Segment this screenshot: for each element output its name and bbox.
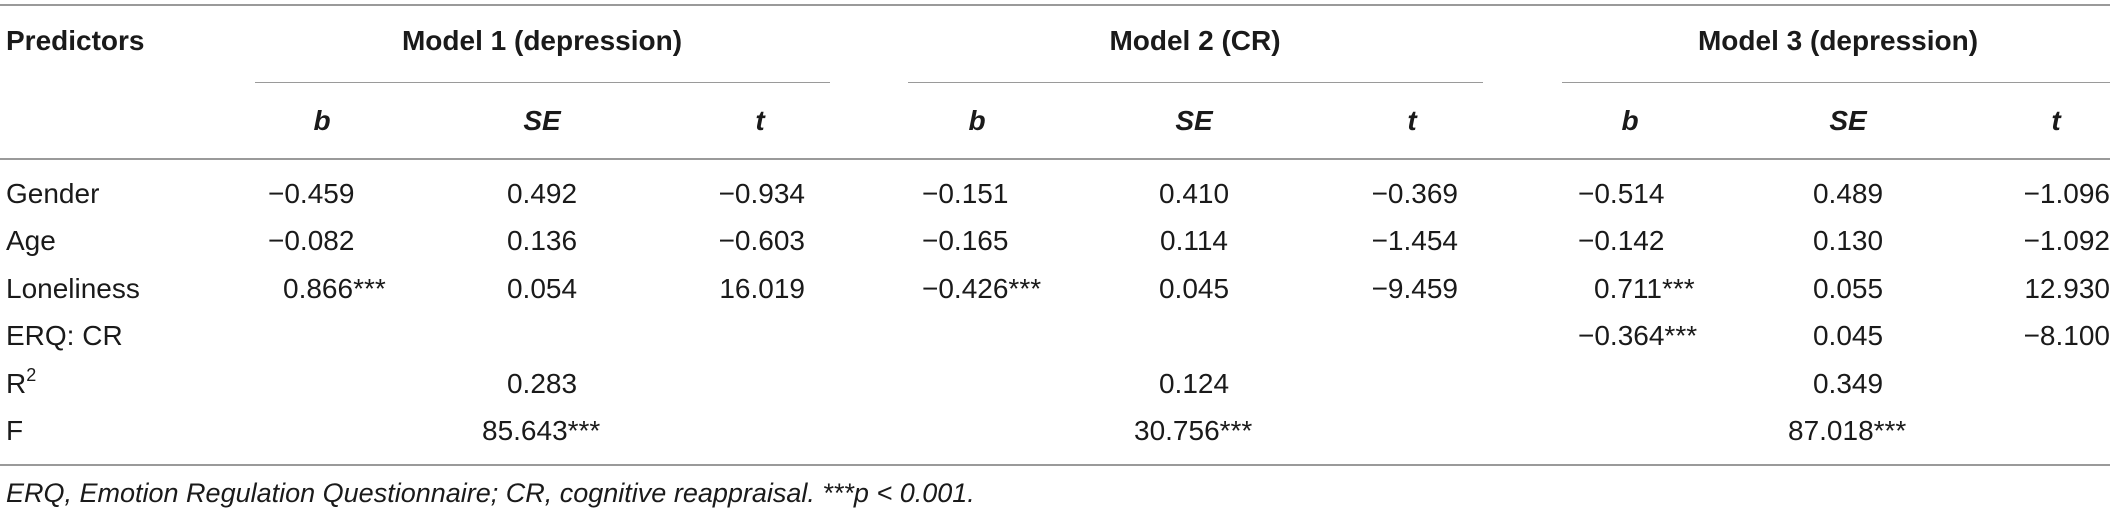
model3-underline: [1562, 82, 2110, 83]
m2-f-value: 30.756***: [1134, 415, 1253, 446]
table-cell: −9.459: [1371, 273, 1458, 304]
table-cell: 0.045: [1812, 320, 1884, 351]
header-bottom-rule: [0, 158, 2110, 160]
table-cell: 0.489: [1812, 178, 1884, 209]
m2-r2-value: 0.124: [1158, 368, 1230, 399]
table-cell: 0.410: [1158, 178, 1230, 209]
table-cell: 0.130: [1812, 225, 1884, 256]
m3-f-value: 87.018***: [1788, 415, 1907, 446]
r2-superscript: 2: [26, 365, 37, 385]
table-cell: −8.100: [2023, 320, 2110, 351]
table-cell: 0.054: [506, 273, 578, 304]
model2-underline: [908, 82, 1483, 83]
table-cell: 0.045: [1158, 273, 1230, 304]
m2-b-header: b: [968, 105, 986, 136]
table-cell: −0.082: [268, 225, 355, 256]
table-cell: −1.096: [2023, 178, 2110, 209]
table-cell: 12.930: [2024, 273, 2110, 304]
table-cell: 0.136: [506, 225, 578, 256]
top-rule: [0, 4, 2110, 6]
m1-t-header: t: [755, 105, 765, 136]
table-cell: 0.055: [1812, 273, 1884, 304]
model1-title: Model 1 (depression): [401, 25, 683, 56]
m1-f-value: 85.643***: [482, 415, 601, 446]
row-label-loneliness: Loneliness: [6, 273, 140, 304]
m1-b-header: b: [313, 105, 331, 136]
row-label-gender: Gender: [6, 178, 100, 209]
table-cell: −0.364***: [1578, 320, 1698, 351]
table-cell: −0.459: [268, 178, 355, 209]
table-cell: −0.514: [1578, 178, 1665, 209]
model1-underline: [255, 82, 830, 83]
table-cell: 0.711***: [1594, 273, 1695, 304]
table-cell: 0.114: [1160, 225, 1228, 256]
model3-title: Model 3 (depression): [1697, 25, 1979, 56]
table-cell: −1.454: [1371, 225, 1458, 256]
row-label-erq-cr: ERQ: CR: [6, 320, 123, 351]
m1-r2-value: 0.283: [506, 368, 578, 399]
m3-b-header: b: [1621, 105, 1639, 136]
table-cell: −0.934: [718, 178, 805, 209]
m2-se-header: SE: [1175, 105, 1213, 136]
table-cell: −0.603: [718, 225, 805, 256]
r2-label: R: [6, 368, 27, 399]
m2-t-header: t: [1407, 105, 1417, 136]
table-cell: 0.866***: [283, 273, 386, 304]
m1-se-header: SE: [523, 105, 561, 136]
model2-title: Model 2 (CR): [1109, 25, 1281, 56]
m3-r2-value: 0.349: [1812, 368, 1884, 399]
row-label-f: F: [6, 415, 24, 446]
table-cell: −1.092: [2023, 225, 2110, 256]
table-cell: −0.165: [922, 225, 1009, 256]
table-cell: 16.019: [719, 273, 805, 304]
table-cell: −0.369: [1371, 178, 1458, 209]
table-footnote: ERQ, Emotion Regulation Questionnaire; C…: [6, 478, 975, 508]
row-label-age: Age: [6, 225, 56, 256]
table-cell: −0.142: [1578, 225, 1665, 256]
table-cell: −0.151: [922, 178, 1009, 209]
table-cell: −0.426***: [922, 273, 1042, 304]
predictors-header: Predictors: [6, 25, 145, 56]
row-label-r2: R2: [6, 365, 37, 404]
table-bottom-rule: [0, 464, 2110, 466]
m3-t-header: t: [2051, 105, 2061, 136]
table-cell: 0.492: [506, 178, 578, 209]
m3-se-header: SE: [1829, 105, 1867, 136]
